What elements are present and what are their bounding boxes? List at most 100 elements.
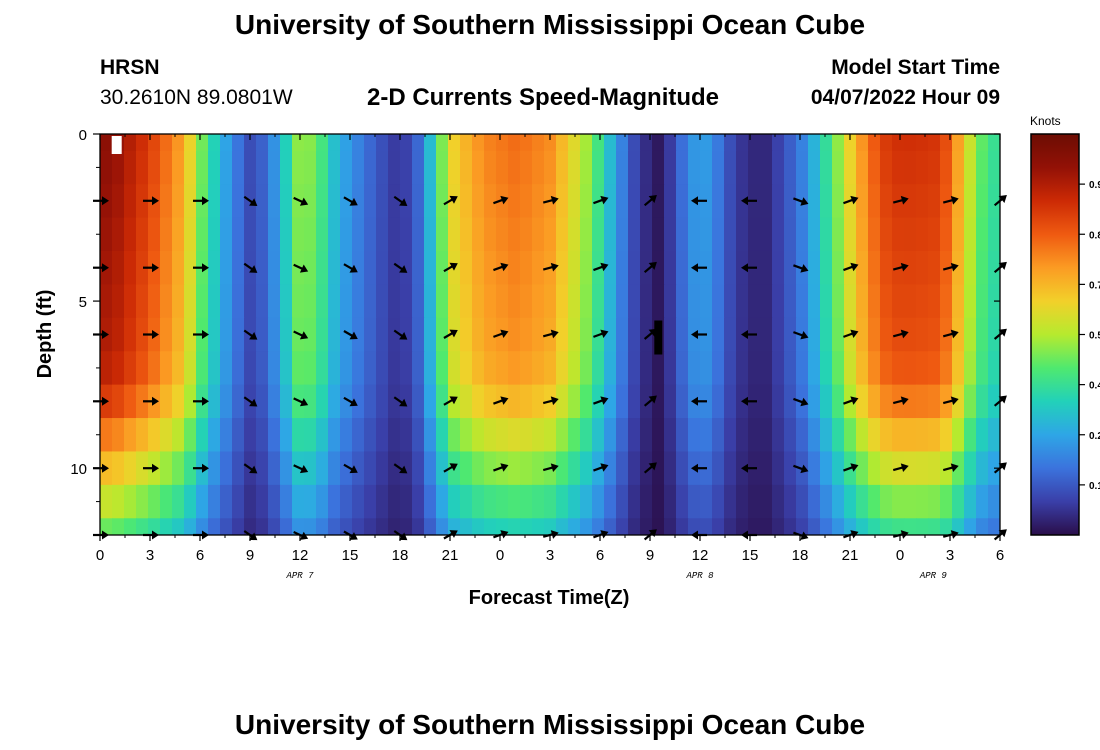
heatmap-cell [376, 451, 389, 486]
heatmap-cell [640, 317, 653, 352]
heatmap-cell [424, 384, 437, 419]
heatmap-cell [700, 418, 713, 453]
heatmap-cell [508, 351, 521, 386]
heatmap-cell [364, 351, 377, 386]
arrow-head [202, 196, 209, 206]
current-vector-arrow [293, 464, 309, 474]
heatmap-cell [412, 317, 425, 352]
heatmap-cell [304, 418, 317, 453]
heatmap-cell [364, 284, 377, 319]
heatmap-cell [124, 217, 137, 252]
heatmap-cell [232, 384, 245, 419]
heatmap-cell [928, 217, 941, 252]
heatmap-cell [328, 384, 341, 419]
heatmap-cell [592, 484, 605, 519]
heatmap-cell [580, 217, 593, 252]
heatmap-cell [844, 418, 857, 453]
heatmap-cell [376, 284, 389, 319]
current-vector-arrow [793, 397, 809, 407]
heatmap-cell [436, 134, 449, 152]
heatmap-cell [880, 184, 893, 219]
current-vector-arrow [793, 464, 809, 474]
arrow-head [449, 262, 458, 271]
heatmap-cell [640, 384, 653, 419]
heatmap-cell [892, 150, 905, 185]
heatmap-cell [136, 184, 149, 219]
heatmap-cell [196, 150, 209, 185]
heatmap-cell [436, 184, 449, 219]
heatmap-cell [196, 351, 209, 386]
arrow-head [550, 329, 559, 339]
heatmap-cell [352, 217, 365, 252]
heatmap-cell [196, 518, 209, 535]
heatmap-cell [268, 451, 281, 486]
heatmap-cell [520, 217, 533, 252]
heatmap-cell [904, 184, 917, 219]
heatmap-cell [772, 284, 785, 319]
heatmap-cell [592, 418, 605, 453]
heatmap-cell [292, 418, 305, 453]
heatmap-cell [220, 317, 233, 352]
heatmap-cell [124, 418, 137, 453]
heatmap-cell [340, 418, 353, 453]
heatmap-cell [532, 518, 545, 535]
heatmap-cell [832, 451, 845, 486]
arrow-head [500, 329, 509, 339]
heatmap-cell [232, 518, 245, 535]
heatmap-cell [616, 150, 629, 185]
heatmap-cell [448, 284, 461, 319]
heatmap-cell [388, 150, 401, 185]
heatmap-cell [664, 284, 677, 319]
heatmap-cell [532, 484, 545, 519]
heatmap-cell [604, 150, 617, 185]
arrow-head [249, 198, 258, 206]
heatmap-cell [496, 284, 509, 319]
heatmap-cell [280, 134, 293, 152]
heatmap-cell [820, 150, 833, 185]
heatmap-cell [220, 351, 233, 386]
arrow-head [299, 264, 309, 273]
current-vector-arrow [493, 262, 509, 272]
heatmap-cell [460, 351, 473, 386]
heatmap-cells [100, 134, 1000, 535]
arrow-head [449, 195, 458, 204]
x-tick-label: 6 [196, 547, 204, 564]
heatmap-cell [976, 250, 989, 285]
heatmap-cell [772, 317, 785, 352]
heatmap-cell [832, 518, 845, 535]
heatmap-cell [616, 384, 629, 419]
heatmap-cell [172, 150, 185, 185]
colorbar-ticks: 0.98437 0.84375 0.70312 0.56250 0.42187 0.281… [1079, 180, 1100, 492]
heatmap-cell [124, 484, 137, 519]
heatmap-cell [400, 451, 413, 486]
arrow-head [299, 464, 309, 474]
arrow-head [900, 329, 909, 339]
heatmap-cell [400, 284, 413, 319]
current-vector-arrow [793, 330, 809, 340]
heatmap-cell [868, 518, 881, 535]
heatmap-cell [364, 484, 377, 519]
heatmap-cell [652, 184, 665, 219]
heatmap-cell [112, 518, 125, 535]
heatmap-cell [544, 217, 557, 252]
current-vector-arrow [542, 262, 559, 272]
heatmap-cell [244, 284, 257, 319]
heatmap-cell [304, 384, 317, 419]
heatmap-cell [352, 451, 365, 486]
heatmap-cell [808, 284, 821, 319]
heatmap-cell [220, 150, 233, 185]
heatmap-cell [340, 518, 353, 535]
arrow-head [800, 464, 809, 474]
heatmap-cell [472, 351, 485, 386]
heatmap-cell [688, 217, 701, 252]
arrow-head [152, 463, 159, 473]
heatmap-cell [244, 484, 257, 519]
current-vector-arrow [691, 196, 707, 206]
heatmap-cell [220, 217, 233, 252]
current-vector-arrow [193, 463, 209, 473]
heatmap-cell [184, 217, 197, 252]
heatmap-cell [208, 134, 221, 152]
heatmap-cell [760, 150, 773, 185]
heatmap-cell [712, 418, 725, 453]
heatmap-cell [736, 284, 749, 319]
